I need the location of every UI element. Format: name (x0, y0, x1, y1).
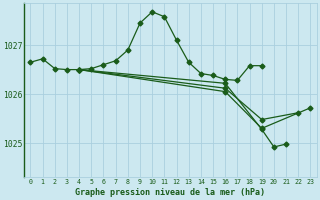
X-axis label: Graphe pression niveau de la mer (hPa): Graphe pression niveau de la mer (hPa) (76, 188, 266, 197)
